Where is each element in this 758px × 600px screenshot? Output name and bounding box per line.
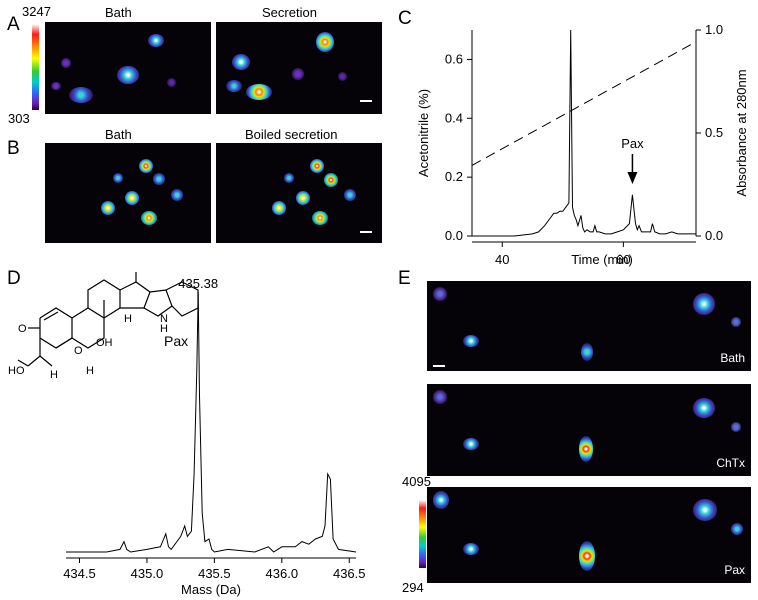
- hplc-y2-axis-label: Absorbance at 280nm: [734, 69, 749, 196]
- acetonitrile-gradient-line: [471, 41, 697, 166]
- panel-a-title-secretion: Secretion: [262, 5, 317, 20]
- hplc-x-axis-label: Time (min): [571, 252, 633, 267]
- hplc-x-tick-label: 40: [495, 252, 509, 267]
- panel-a-title-bath: Bath: [105, 5, 132, 20]
- image-b-bath: [45, 143, 211, 243]
- image-a-bath: [45, 22, 211, 114]
- svg-text:O: O: [18, 323, 27, 335]
- absorbance-trace: [472, 29, 696, 237]
- image-e-label-bath: Bath: [720, 351, 745, 365]
- panel-letter-c: C: [398, 8, 412, 29]
- panel-b-title-boiled: Boiled secretion: [245, 127, 338, 142]
- mass-x-tick-label: 434.5: [63, 566, 96, 581]
- colorbar-e-min: 294: [402, 580, 424, 595]
- mass-x-tick-label: 436.5: [333, 566, 366, 581]
- hplc-y-axis-label: Acetonitrile (%): [416, 89, 431, 177]
- colorbar-a: [32, 24, 39, 110]
- colorbar-a-min: 303: [8, 111, 30, 126]
- panel-letter-e: E: [398, 268, 411, 289]
- svg-text:H: H: [160, 323, 168, 335]
- panel-letter-a: A: [7, 14, 20, 35]
- hplc-x-tick-label: 60: [616, 252, 630, 267]
- image-e-pax: Pax: [427, 487, 751, 583]
- hplc-y-tick-label: 0.2: [445, 169, 463, 184]
- image-e-chtx: ChTx: [427, 384, 751, 476]
- svg-text:O: O: [74, 345, 83, 357]
- svg-text:N: N: [160, 313, 168, 325]
- scale-bar-a: [360, 100, 372, 102]
- image-e-label-pax: Pax: [724, 563, 745, 577]
- pax-peak-arrow: [627, 154, 638, 184]
- hplc-y2-tick-label: 0.5: [705, 125, 723, 140]
- svg-text:H: H: [124, 313, 132, 325]
- hplc-y-tick-label: 0.0: [445, 228, 463, 243]
- compound-label-pax: Pax: [164, 333, 188, 349]
- scale-bar-e: [433, 365, 445, 367]
- panel-letter-b: B: [7, 138, 20, 159]
- colorbar-e-max: 4095: [402, 474, 431, 489]
- paxilline-structure-drawing: [17, 272, 199, 367]
- mass-x-tick-label: 436.0: [266, 566, 299, 581]
- svg-text:HO: HO: [8, 365, 25, 377]
- svg-text:H: H: [50, 369, 58, 381]
- image-e-bath: Bath: [427, 281, 751, 371]
- panel-letter-d: D: [7, 268, 21, 289]
- image-a-secretion: [216, 22, 382, 114]
- panel-b-title-bath: Bath: [105, 127, 132, 142]
- scale-bar-b: [360, 231, 372, 233]
- mass-x-axis-label: Mass (Da): [181, 582, 241, 597]
- mass-x-tick-label: 435.0: [131, 566, 164, 581]
- pax-peak-annotation: Pax: [621, 136, 644, 151]
- mass-spectrum-trace: [66, 291, 357, 553]
- mass-x-tick-label: 435.5: [198, 566, 231, 581]
- hplc-y2-tick-label: 1.0: [705, 22, 723, 37]
- hplc-y-tick-label: 0.6: [445, 51, 463, 66]
- colorbar-a-max: 3247: [22, 4, 51, 19]
- peak-mass-label: 435.38: [178, 276, 218, 291]
- colorbar-e: [419, 500, 426, 568]
- hplc-chart: 0.0 0.2 0.4 0.6 0.0 0.5 1.0 40 60 Time (min) Ace…: [416, 22, 749, 267]
- svg-text:OH: OH: [96, 337, 113, 349]
- image-e-label-chtx: ChTx: [716, 456, 745, 470]
- svg-text:H: H: [86, 365, 94, 377]
- mass-spec-chart: 434.5 435.0 435.5 436.0 436.5 Mass (Da) 435.…: [8, 272, 366, 597]
- hplc-y-tick-label: 0.4: [445, 110, 463, 125]
- hplc-y2-tick-label: 0.0: [705, 228, 723, 243]
- image-b-boiled: [216, 143, 382, 243]
- paxilline-structure-atoms: O O OH HO H H N H H: [8, 313, 168, 381]
